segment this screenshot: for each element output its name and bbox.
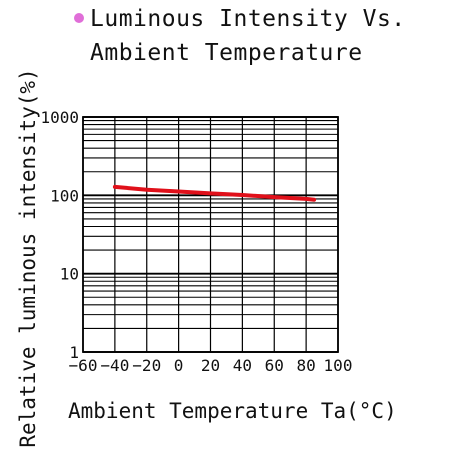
x-tick-label: 80 — [296, 356, 315, 375]
y-tick-label: 100 — [50, 186, 79, 205]
chart-series — [112, 184, 317, 202]
chart-title-line-1: Luminous Intensity Vs. — [90, 6, 406, 32]
y-tick-label: 1 — [69, 343, 79, 362]
plot-frame — [82, 116, 339, 353]
x-tick-label: −20 — [132, 356, 161, 375]
x-tick-label: 60 — [265, 356, 284, 375]
x-tick-label: −40 — [100, 356, 129, 375]
x-axis-label: Ambient Temperature Ta(°C) — [68, 399, 397, 423]
y-tick-label: 10 — [60, 265, 79, 284]
chart-title-line-2: Ambient Temperature — [90, 40, 363, 66]
x-tick-label: −60 — [69, 356, 98, 375]
x-axis-ticks: −60 −40 −20 0 20 40 60 80 100 — [69, 356, 353, 375]
title-bullet-icon — [74, 13, 84, 23]
y-tick-label: 1000 — [40, 108, 79, 127]
x-tick-label: 40 — [233, 356, 252, 375]
series-line — [112, 184, 317, 202]
chart-grid — [82, 116, 339, 353]
y-axis-ticks: 1 10 100 1000 — [40, 108, 79, 362]
y-axis-label: Relative luminous intensity(%) — [16, 68, 40, 447]
x-tick-label: 100 — [324, 356, 353, 375]
x-tick-label: 20 — [201, 356, 220, 375]
x-tick-label: 0 — [174, 356, 184, 375]
